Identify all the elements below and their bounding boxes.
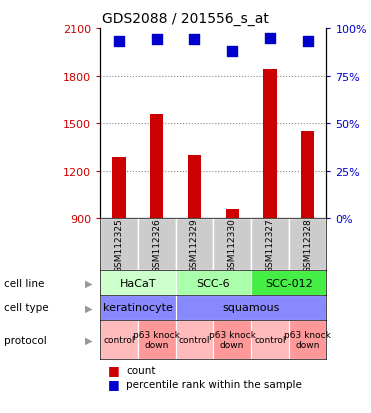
Bar [100,320,138,359]
Bar [100,271,175,295]
Text: cell line: cell line [4,278,44,288]
Text: p63 knock
down: p63 knock down [284,330,331,349]
Text: ■: ■ [108,363,119,376]
Bar [175,271,251,295]
Text: GDS2088 / 201556_s_at: GDS2088 / 201556_s_at [102,12,269,26]
Text: GSM112328: GSM112328 [303,217,312,272]
Bar [226,209,239,219]
Text: ▶: ▶ [85,335,93,345]
Text: cell type: cell type [4,303,48,313]
Bar [175,320,213,359]
Bar [289,219,326,271]
Text: ▶: ▶ [85,278,93,288]
Bar [100,219,138,271]
Bar [138,320,175,359]
Bar [301,132,314,219]
Bar [251,320,289,359]
Text: control: control [254,335,286,344]
Text: protocol: protocol [4,335,46,345]
Bar [138,219,175,271]
Bar [100,295,175,320]
Text: keratinocyte: keratinocyte [103,303,173,313]
Text: squamous: squamous [222,303,280,313]
Text: ▶: ▶ [85,303,93,313]
Bar [150,114,163,219]
Point [191,37,197,44]
Text: ■: ■ [108,377,119,391]
Point [267,35,273,42]
Text: percentile rank within the sample: percentile rank within the sample [126,379,302,389]
Text: HaCaT: HaCaT [119,278,156,288]
Bar [188,156,201,219]
Text: SCC-012: SCC-012 [265,278,313,288]
Text: GSM112327: GSM112327 [265,217,275,272]
Bar [213,219,251,271]
Text: GSM112330: GSM112330 [228,217,237,272]
Text: control: control [103,335,135,344]
Text: SCC-6: SCC-6 [197,278,230,288]
Bar [251,271,326,295]
Text: GSM112329: GSM112329 [190,217,199,272]
Point [305,39,311,45]
Text: p63 knock
down: p63 knock down [133,330,180,349]
Text: count: count [126,365,156,375]
Bar [263,70,276,219]
Text: GSM112326: GSM112326 [152,217,161,272]
Bar [251,219,289,271]
Bar [175,219,213,271]
Point [229,48,235,55]
Bar [175,295,326,320]
Bar [289,320,326,359]
Text: GSM112325: GSM112325 [115,217,124,272]
Bar [112,157,126,219]
Point [154,37,160,44]
Text: control: control [179,335,210,344]
Text: p63 knock
down: p63 knock down [209,330,256,349]
Bar [213,320,251,359]
Point [116,39,122,45]
